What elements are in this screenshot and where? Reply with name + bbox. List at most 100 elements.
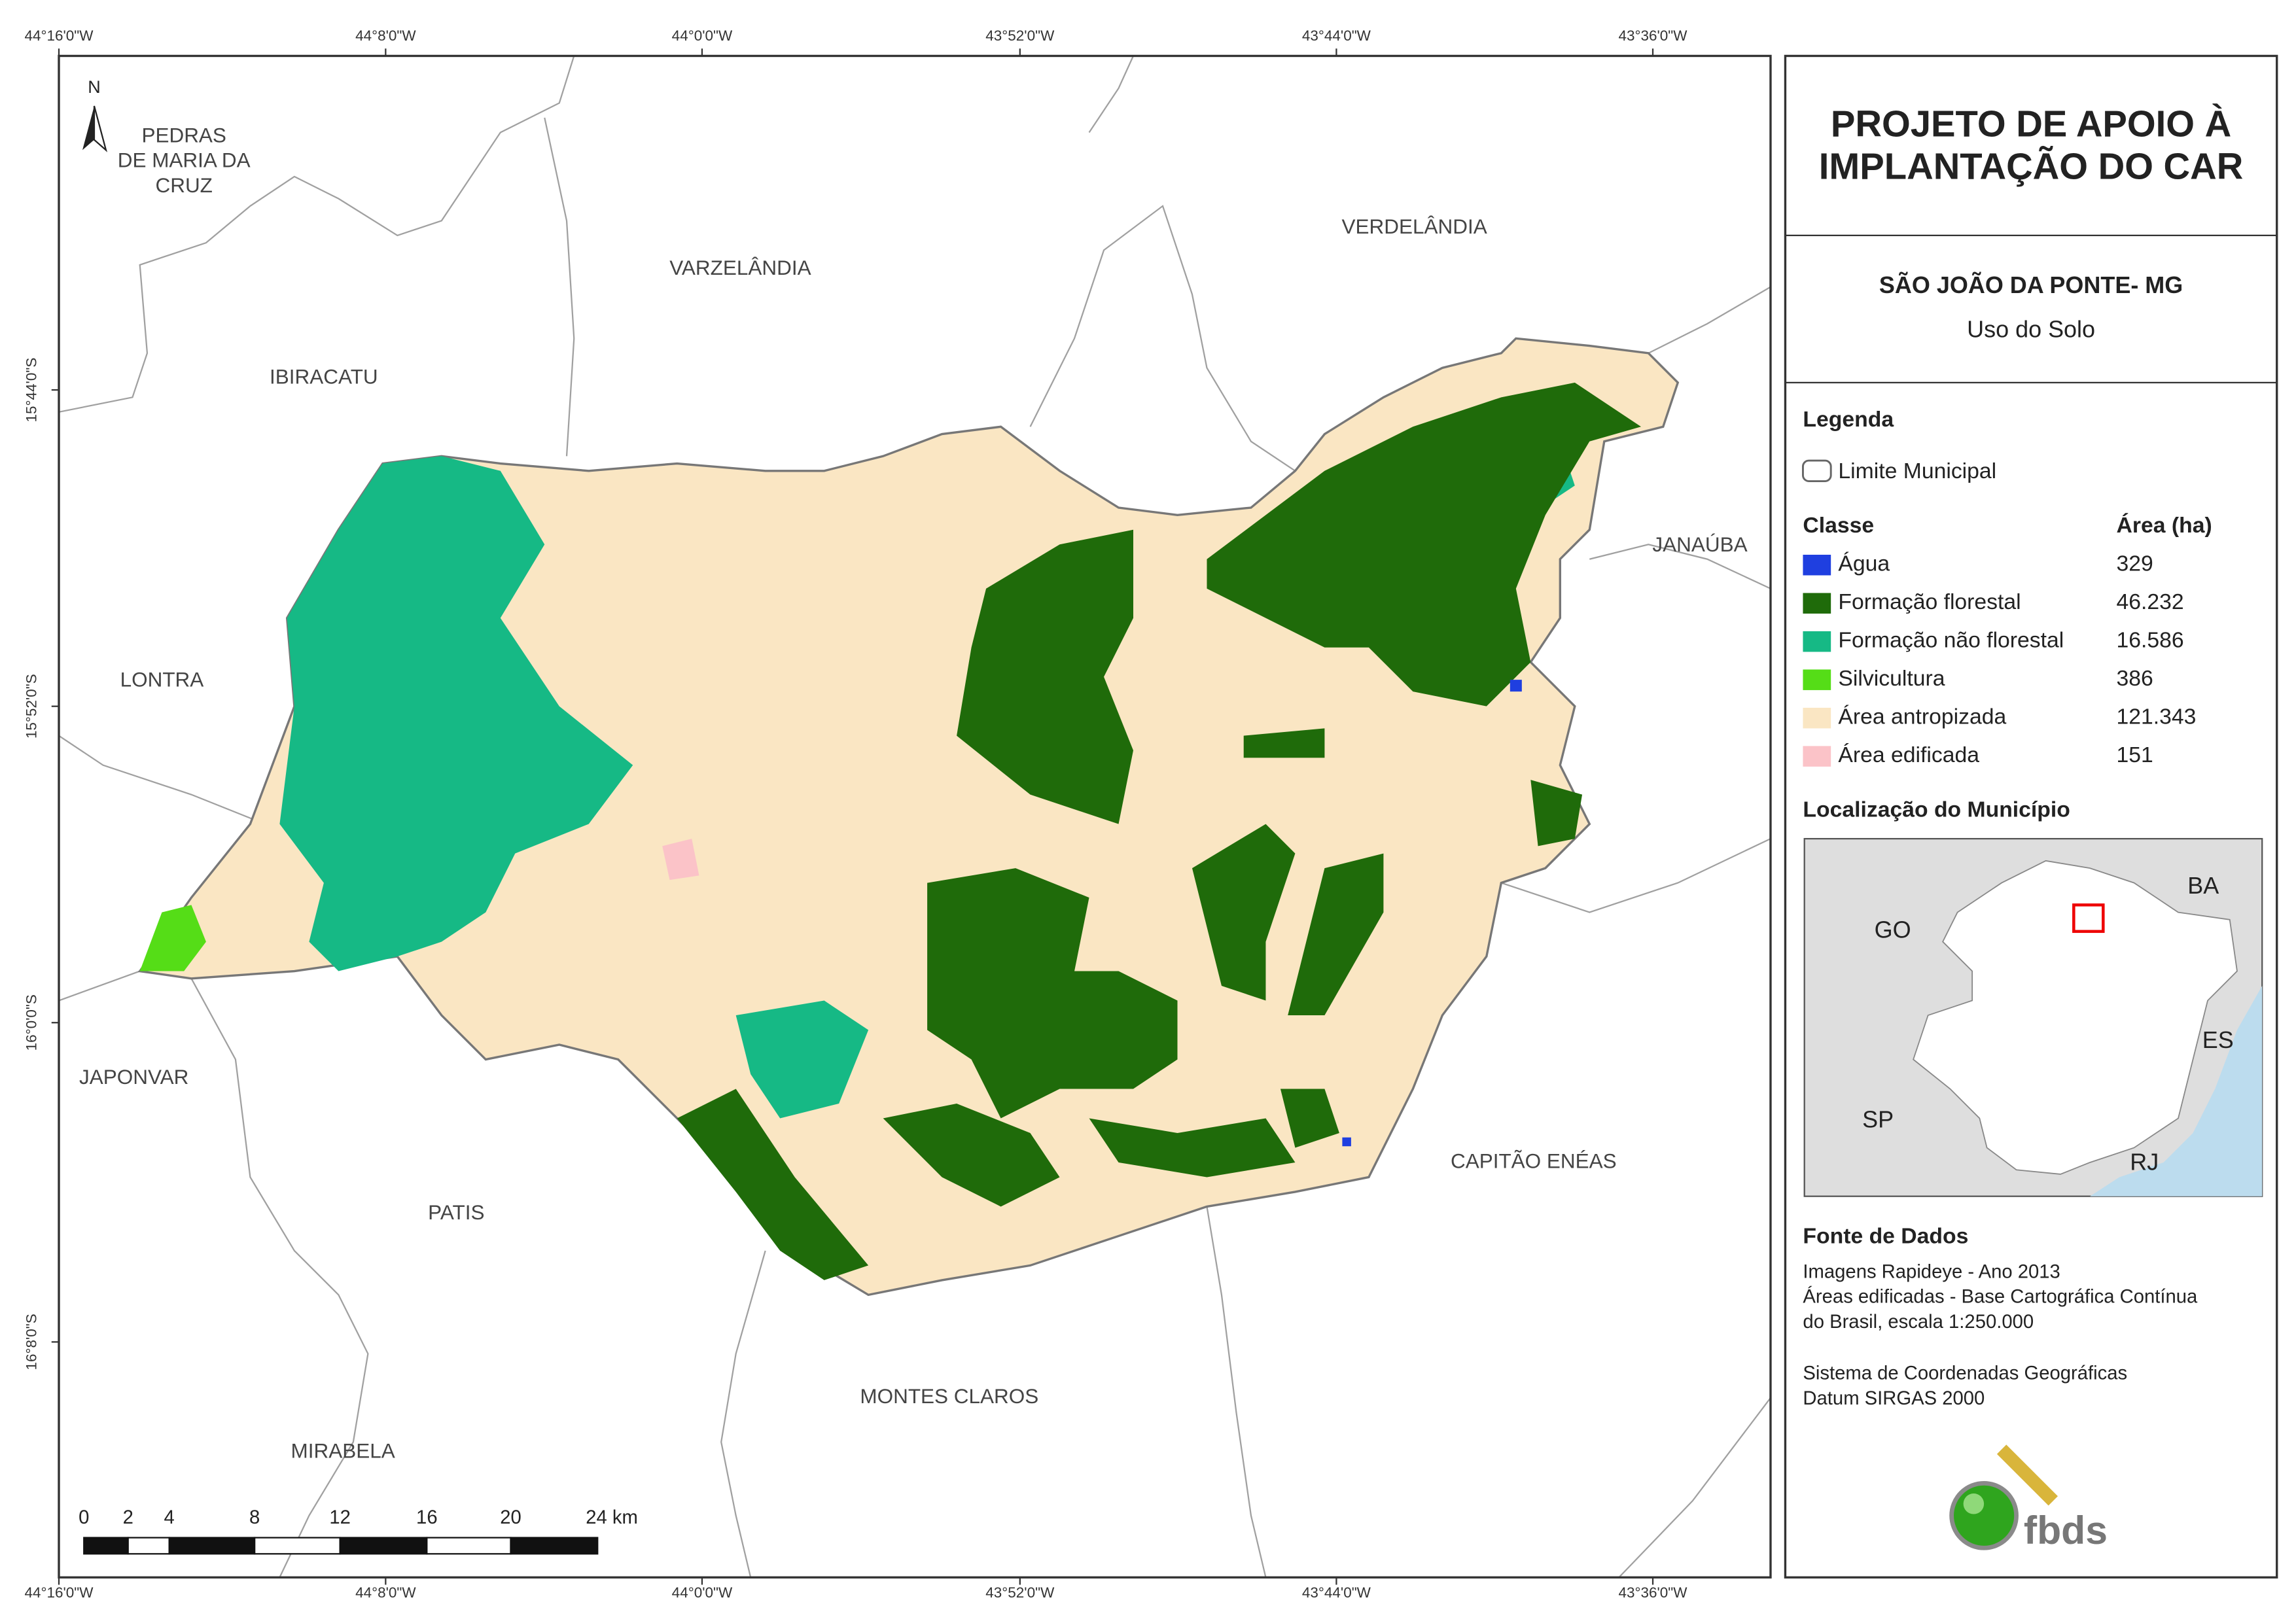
map-frame [58,54,1772,1579]
logo-stripe [1996,1444,2058,1506]
municipality-label: VERDELÂNDIA [1342,215,1487,238]
source-line: Sistema de Coordenadas Geográficas [1803,1363,2127,1384]
scale-segment [426,1537,512,1555]
source-line: Datum SIRGAS 2000 [1803,1388,1985,1409]
scale-bar: 0 2 4 8 12 16 20 24 km [79,1507,638,1555]
north-label: N [88,77,101,97]
legend-title: Legenda [1803,407,1894,432]
land-use-patches [139,382,1642,1280]
municipality-label: JANAÚBA [1652,532,1747,556]
longitude-label: 43°52'0"W [985,1584,1055,1601]
location-marker [2072,903,2105,934]
scale-segment [339,1537,428,1555]
municipality-label: DE MARIA DA [118,148,251,172]
boundary [1088,56,1135,133]
scale-label: 20 [500,1507,521,1528]
boundary-swatch [1801,459,1832,482]
forest-patch [1207,382,1642,707]
legend-area: 16.586 [2117,628,2184,653]
class-header: Classe [1803,513,1874,538]
municipality-label: VARZELÂNDIA [669,256,811,279]
legend-swatch [1803,631,1831,652]
scale-label: 4 [164,1507,175,1528]
boundary [58,56,575,413]
water-patch [1510,680,1522,692]
scale-label: 8 [249,1507,260,1528]
municipality-label: IBIRACATU [270,364,378,388]
sources-title: Fonte de Dados [1803,1224,1968,1249]
boundary [1648,286,1771,354]
longitude-label: 44°8'0"W [355,27,416,44]
logo: fbds [1949,1444,2108,1552]
forest-patch [957,529,1134,824]
longitude-label: 44°0'0"W [672,27,733,44]
state-label: BA [2187,872,2219,899]
municipality-label: LONTRA [120,668,204,691]
legend-label: Água [1838,551,1890,576]
map-area: N 0 2 4 8 12 16 20 24 km [58,54,1772,1579]
legend-swatch [1803,707,1831,729]
logo-circle [1949,1480,2019,1550]
area-header: Área (ha) [2117,513,2212,538]
source-line: Imagens Rapideye - Ano 2013 [1803,1261,2060,1282]
forest-patch [1530,780,1583,846]
scale-label: 2 [123,1507,133,1528]
legend-area: 121.343 [2117,705,2197,729]
legend-label: Área edificada [1838,742,1979,767]
forest-patch [927,868,1178,1119]
panel-title: PROJETO DE APOIO À [1831,103,2231,144]
municipality-title: SÃO JOÃO DA PONTE- MG [1879,271,2183,298]
state-label: ES [2202,1026,2234,1053]
legend-swatch [1803,669,1831,690]
municipality-label: MONTES CLAROS [860,1384,1038,1408]
boundary [58,970,141,1002]
scale-label: 0 [79,1507,89,1528]
boundary [190,978,369,1578]
legend-label: Silvicultura [1838,666,1945,691]
side-panel: PROJETO DE APOIO À IMPLANTAÇÃO DO CAR SÃ… [1784,54,2278,1579]
built-area-patch [662,839,699,881]
boundary [1618,1397,1771,1579]
non-forest-patch [279,456,633,971]
legend-area: 386 [2117,666,2153,691]
forest-patch [1089,1118,1296,1178]
municipality-label: PEDRAS [141,123,226,147]
longitude-label: 43°44'0"W [1302,27,1371,44]
legend-swatch [1803,593,1831,614]
location-inset [1803,837,2263,1197]
forest-patch [883,1103,1060,1207]
source-line: do Brasil, escala 1:250.000 [1803,1312,2034,1333]
boundary [544,117,575,457]
non-forest-patch [735,1000,869,1119]
legend-area: 151 [2117,742,2153,767]
panel-frame [1784,54,2278,1579]
scale-label: 24 km [586,1507,638,1528]
scale-segment [83,1537,129,1555]
forest-patch [677,1089,869,1280]
logo-highlight [1963,1493,1985,1514]
longitude-label: 44°16'0"W [24,27,94,44]
forest-patch [1288,853,1384,1016]
longitude-label: 44°0'0"W [672,1584,733,1601]
latitude-label: 15°44'0"S [23,358,39,423]
scale-label: 16 [416,1507,438,1528]
municipality-label: CRUZ [155,173,212,197]
longitude-label: 44°16'0"W [24,1584,94,1601]
boundary [720,1250,766,1578]
water-patch [1342,1137,1351,1147]
forest-patch [1192,824,1296,1001]
latitude-label: 16°8'0"S [23,1314,39,1370]
location-title: Localização do Município [1803,797,2070,822]
longitude-label: 43°36'0"W [1619,27,1688,44]
boundary-label: Limite Municipal [1838,459,1996,483]
forest-patch [1280,1089,1339,1148]
boundary [1500,838,1771,913]
silviculture-patch [139,905,206,971]
municipality-label: MIRABELA [291,1439,395,1462]
municipality-label: PATIS [428,1200,484,1224]
boundary [1589,544,1771,589]
scale-segment [127,1537,170,1555]
legend-swatch [1803,554,1831,576]
boundary [1206,1206,1267,1578]
